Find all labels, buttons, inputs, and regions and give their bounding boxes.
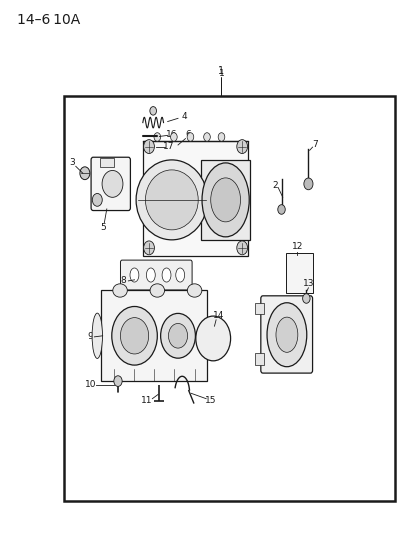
Circle shape bbox=[170, 133, 177, 141]
Circle shape bbox=[187, 133, 193, 141]
Circle shape bbox=[143, 241, 154, 255]
Ellipse shape bbox=[202, 163, 249, 237]
Ellipse shape bbox=[176, 268, 184, 282]
Circle shape bbox=[154, 133, 160, 141]
Text: 13: 13 bbox=[302, 279, 313, 288]
Circle shape bbox=[303, 178, 312, 190]
Text: 1: 1 bbox=[218, 69, 224, 78]
Text: 12: 12 bbox=[291, 242, 302, 251]
FancyBboxPatch shape bbox=[260, 296, 312, 373]
Ellipse shape bbox=[210, 178, 240, 222]
Ellipse shape bbox=[266, 303, 306, 367]
Text: 11: 11 bbox=[141, 397, 152, 405]
Bar bbox=[100, 158, 114, 167]
Circle shape bbox=[112, 306, 157, 365]
FancyBboxPatch shape bbox=[142, 141, 248, 256]
Ellipse shape bbox=[187, 284, 202, 297]
Text: 4: 4 bbox=[181, 112, 187, 120]
Circle shape bbox=[236, 140, 247, 154]
Circle shape bbox=[114, 376, 122, 386]
Bar bbox=[200, 160, 250, 240]
Ellipse shape bbox=[130, 268, 138, 282]
Circle shape bbox=[150, 107, 156, 115]
Text: 7: 7 bbox=[312, 141, 318, 149]
Text: 9: 9 bbox=[87, 333, 93, 341]
Circle shape bbox=[203, 133, 210, 141]
Ellipse shape bbox=[162, 268, 171, 282]
Bar bbox=[254, 303, 263, 314]
Circle shape bbox=[236, 241, 247, 255]
Text: 14: 14 bbox=[212, 311, 224, 320]
Bar bbox=[254, 353, 263, 365]
Text: 14–6 10A: 14–6 10A bbox=[17, 13, 80, 27]
Ellipse shape bbox=[145, 170, 198, 230]
Ellipse shape bbox=[275, 317, 297, 352]
Circle shape bbox=[102, 171, 123, 197]
FancyBboxPatch shape bbox=[101, 290, 206, 381]
Bar bbox=[64, 96, 394, 501]
Text: 5: 5 bbox=[100, 223, 105, 231]
Circle shape bbox=[92, 193, 102, 206]
Text: 16: 16 bbox=[166, 130, 177, 139]
Ellipse shape bbox=[92, 313, 102, 358]
Ellipse shape bbox=[150, 284, 164, 297]
Circle shape bbox=[143, 140, 154, 154]
Circle shape bbox=[302, 294, 309, 303]
Circle shape bbox=[277, 205, 285, 214]
Text: 17: 17 bbox=[163, 142, 174, 151]
Circle shape bbox=[120, 318, 148, 354]
Text: 8: 8 bbox=[120, 277, 126, 285]
Text: 3: 3 bbox=[69, 158, 75, 167]
Circle shape bbox=[168, 324, 187, 348]
Circle shape bbox=[218, 133, 224, 141]
Text: 6: 6 bbox=[185, 130, 191, 139]
Circle shape bbox=[195, 316, 230, 361]
Circle shape bbox=[80, 167, 90, 180]
Bar bbox=[285, 253, 312, 293]
Text: 10: 10 bbox=[84, 381, 96, 389]
FancyBboxPatch shape bbox=[120, 260, 192, 290]
Text: 15: 15 bbox=[204, 397, 216, 405]
Ellipse shape bbox=[112, 284, 127, 297]
Ellipse shape bbox=[136, 160, 207, 240]
Circle shape bbox=[160, 313, 195, 358]
Text: 2: 2 bbox=[272, 181, 278, 190]
Text: 1: 1 bbox=[218, 66, 224, 76]
FancyBboxPatch shape bbox=[91, 157, 130, 211]
Ellipse shape bbox=[146, 268, 155, 282]
